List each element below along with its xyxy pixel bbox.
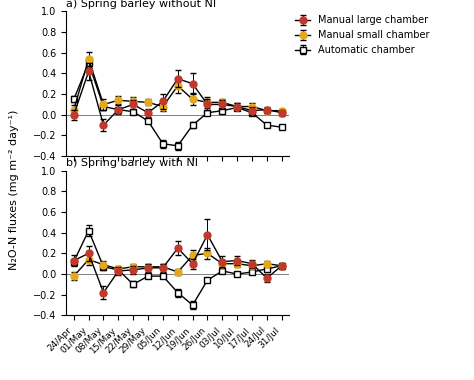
Text: a) Spring barley without NI: a) Spring barley without NI [66, 0, 217, 9]
Text: b) Spring barley with NI: b) Spring barley with NI [66, 158, 198, 168]
Legend: Manual large chamber, Manual small chamber, Automatic chamber: Manual large chamber, Manual small chamb… [292, 11, 433, 59]
Text: N₂O-N fluxes (mg m⁻² day⁻¹): N₂O-N fluxes (mg m⁻² day⁻¹) [9, 110, 19, 270]
